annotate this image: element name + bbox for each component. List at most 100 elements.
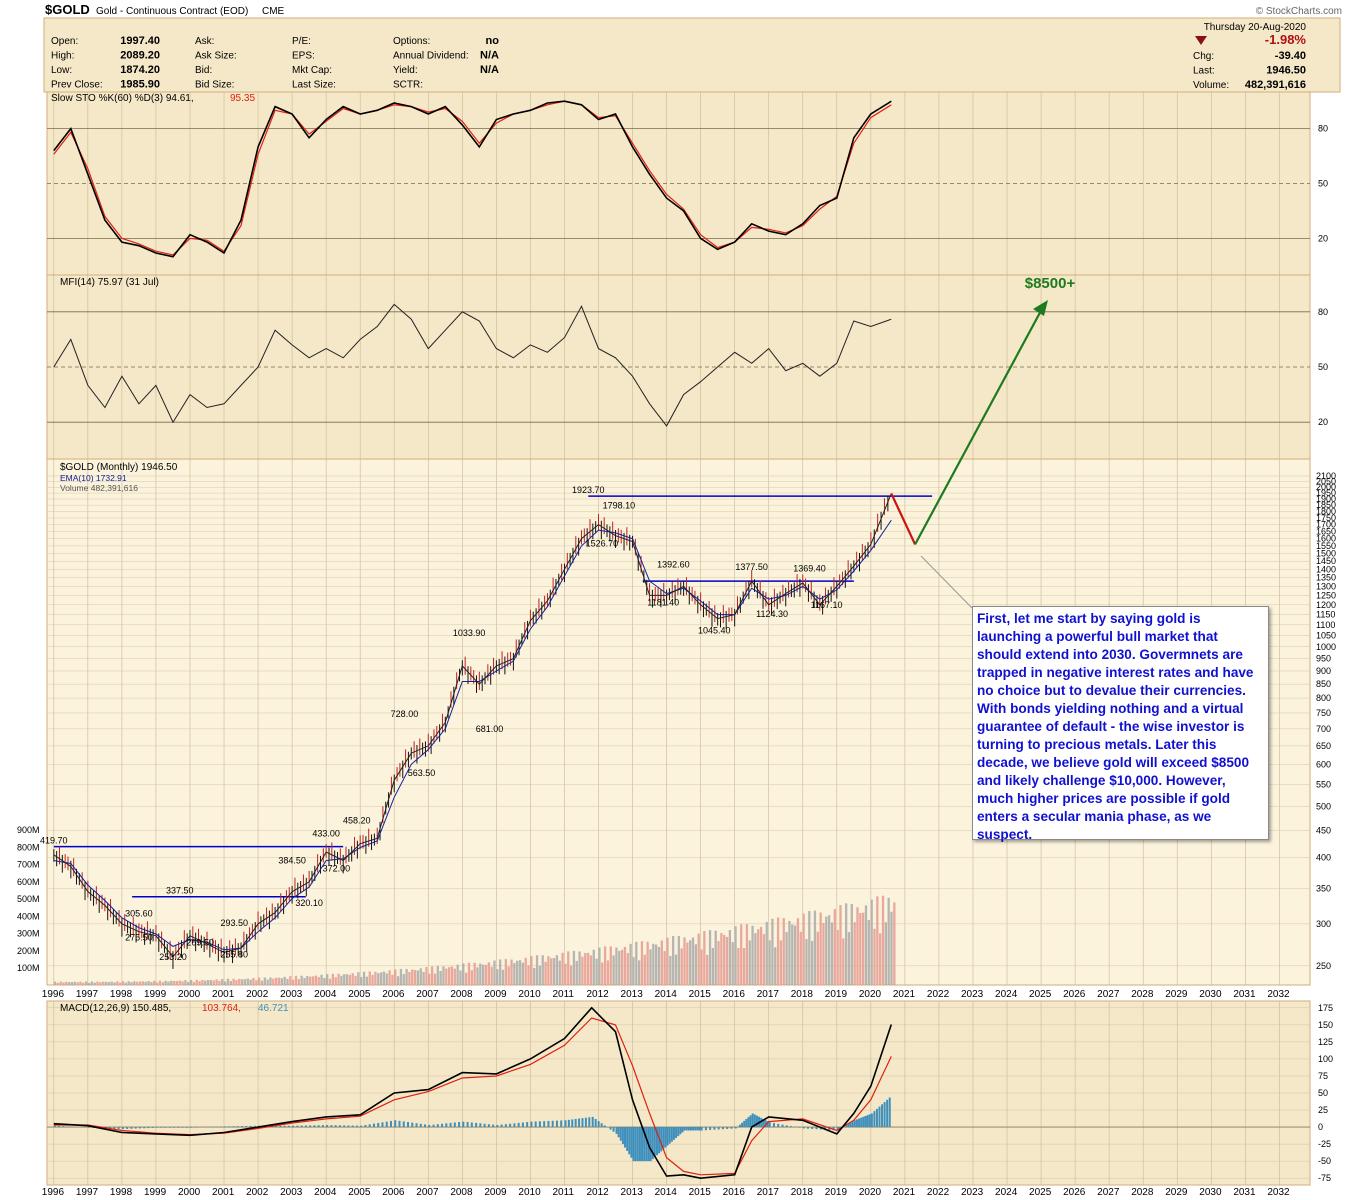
y-tick-label: 400 (1316, 853, 1331, 863)
macd-histogram-bar (660, 1127, 663, 1152)
volume-bar (581, 956, 584, 985)
macd-histogram-bar (751, 1113, 754, 1128)
field-value: -39.40 (1275, 50, 1306, 62)
volume-bar (357, 972, 360, 985)
macd-histogram-bar (249, 1125, 252, 1128)
x-tick-label: 2006 (382, 989, 405, 1000)
volume-bar (669, 955, 672, 985)
x-tick-label: 2010 (518, 989, 541, 1000)
y-tick-label: -25 (1318, 1139, 1331, 1149)
volume-bar (459, 970, 462, 985)
volume-bar (805, 939, 808, 985)
volume-bar (425, 967, 428, 985)
macd-histogram-bar (766, 1121, 769, 1128)
macd-histogram-bar (530, 1121, 533, 1128)
volume-bar (674, 954, 678, 985)
x-tick-label: 2014 (655, 1187, 678, 1198)
macd-histogram-bar (679, 1127, 682, 1135)
y-tick-label: 900 (1316, 666, 1331, 676)
x-tick-label: 2007 (416, 989, 439, 1000)
volume-bar (629, 943, 632, 985)
sto-label-d: 95.35 (230, 93, 255, 104)
volume-bar (484, 964, 488, 985)
volume-bar (745, 924, 749, 985)
volume-bar (541, 955, 544, 985)
y-tick-label: 1100 (1316, 620, 1335, 630)
volume-bar (825, 916, 828, 985)
volume-bar (155, 982, 159, 985)
macd-histogram-bar (745, 1119, 748, 1128)
volume-bar (788, 920, 791, 985)
volume-bar (584, 952, 587, 985)
volume-bar (402, 974, 405, 985)
x-tick-label: 2031 (1233, 989, 1256, 1000)
macd-histogram-bar (855, 1119, 858, 1128)
x-tick-label: 2015 (689, 1187, 712, 1198)
volume-bar (53, 981, 57, 985)
volume-bar (59, 981, 62, 985)
x-tick-label: 2027 (1097, 1187, 1120, 1198)
macd-histogram-bar (496, 1125, 499, 1128)
volume-bar (292, 979, 295, 985)
mfi-label: MFI(14) 75.97 (31 Jul) (60, 277, 159, 288)
y-tick-label: 0 (1318, 1122, 1323, 1132)
volume-bar (558, 960, 561, 985)
volume-bar (124, 982, 128, 985)
y-tick-label: 50 (1318, 1088, 1328, 1098)
volume-bar (521, 962, 525, 985)
volume-bar (107, 981, 110, 985)
price-data-label: 384.50 (278, 856, 306, 866)
x-tick-label: 2019 (825, 1187, 848, 1198)
volume-bar (464, 972, 468, 985)
macd-histogram-bar (415, 1123, 418, 1128)
macd-histogram-bar (886, 1099, 889, 1128)
volume-bar (93, 982, 96, 985)
macd-histogram-bar (664, 1127, 667, 1148)
x-tick-label: 2021 (893, 1187, 916, 1198)
volume-bar (796, 918, 800, 985)
volume-bar (476, 967, 479, 985)
y-tick-label: 80 (1318, 307, 1328, 317)
macd-histogram-bar (768, 1122, 771, 1128)
price-data-label: 320.10 (295, 898, 323, 908)
volume-bar (893, 902, 896, 985)
macd-histogram-bar (168, 1127, 171, 1128)
x-tick-label: 2018 (791, 1187, 814, 1198)
volume-bar (479, 963, 482, 985)
x-tick-label: 2001 (212, 1187, 235, 1198)
x-tick-label: 2026 (1063, 1187, 1086, 1198)
volume-bar (266, 979, 269, 985)
sto-d-line (53, 100, 892, 256)
macd-histogram-bar (381, 1122, 384, 1128)
x-tick-label: 1999 (144, 989, 167, 1000)
volume-bar (314, 975, 318, 985)
x-tick-label: 2009 (484, 989, 507, 1000)
macd-histogram-bar (789, 1126, 792, 1128)
macd-histogram-bar (419, 1123, 422, 1128)
volume-bar (141, 981, 145, 985)
macd-histogram-bar (245, 1125, 248, 1128)
macd-histogram-bar (360, 1125, 363, 1128)
macd-histogram-bar (368, 1124, 371, 1128)
volume-bar (456, 964, 459, 985)
macd-histogram-bar (228, 1126, 231, 1128)
y-tick-label: 50 (1318, 179, 1328, 189)
volume-bar (890, 911, 893, 985)
volume-tick-label: 800M (17, 842, 40, 852)
volume-bar (447, 967, 451, 985)
x-tick-label: 2010 (518, 1187, 541, 1198)
volume-bar (657, 946, 661, 985)
macd-histogram-bar (538, 1121, 541, 1128)
volume-bar (399, 968, 403, 985)
volume-bar (844, 903, 848, 985)
volume-bar (765, 921, 768, 985)
volume-bar (717, 941, 720, 985)
macd-histogram-bar (462, 1121, 465, 1128)
volume-bar (686, 942, 689, 985)
macd-histogram-bar (749, 1115, 752, 1128)
macd-histogram-bar (436, 1124, 439, 1128)
ema-line (53, 519, 892, 951)
volume-bar (552, 958, 556, 985)
y-tick-label: 1000 (1316, 642, 1336, 652)
macd-histogram-bar (717, 1127, 720, 1130)
